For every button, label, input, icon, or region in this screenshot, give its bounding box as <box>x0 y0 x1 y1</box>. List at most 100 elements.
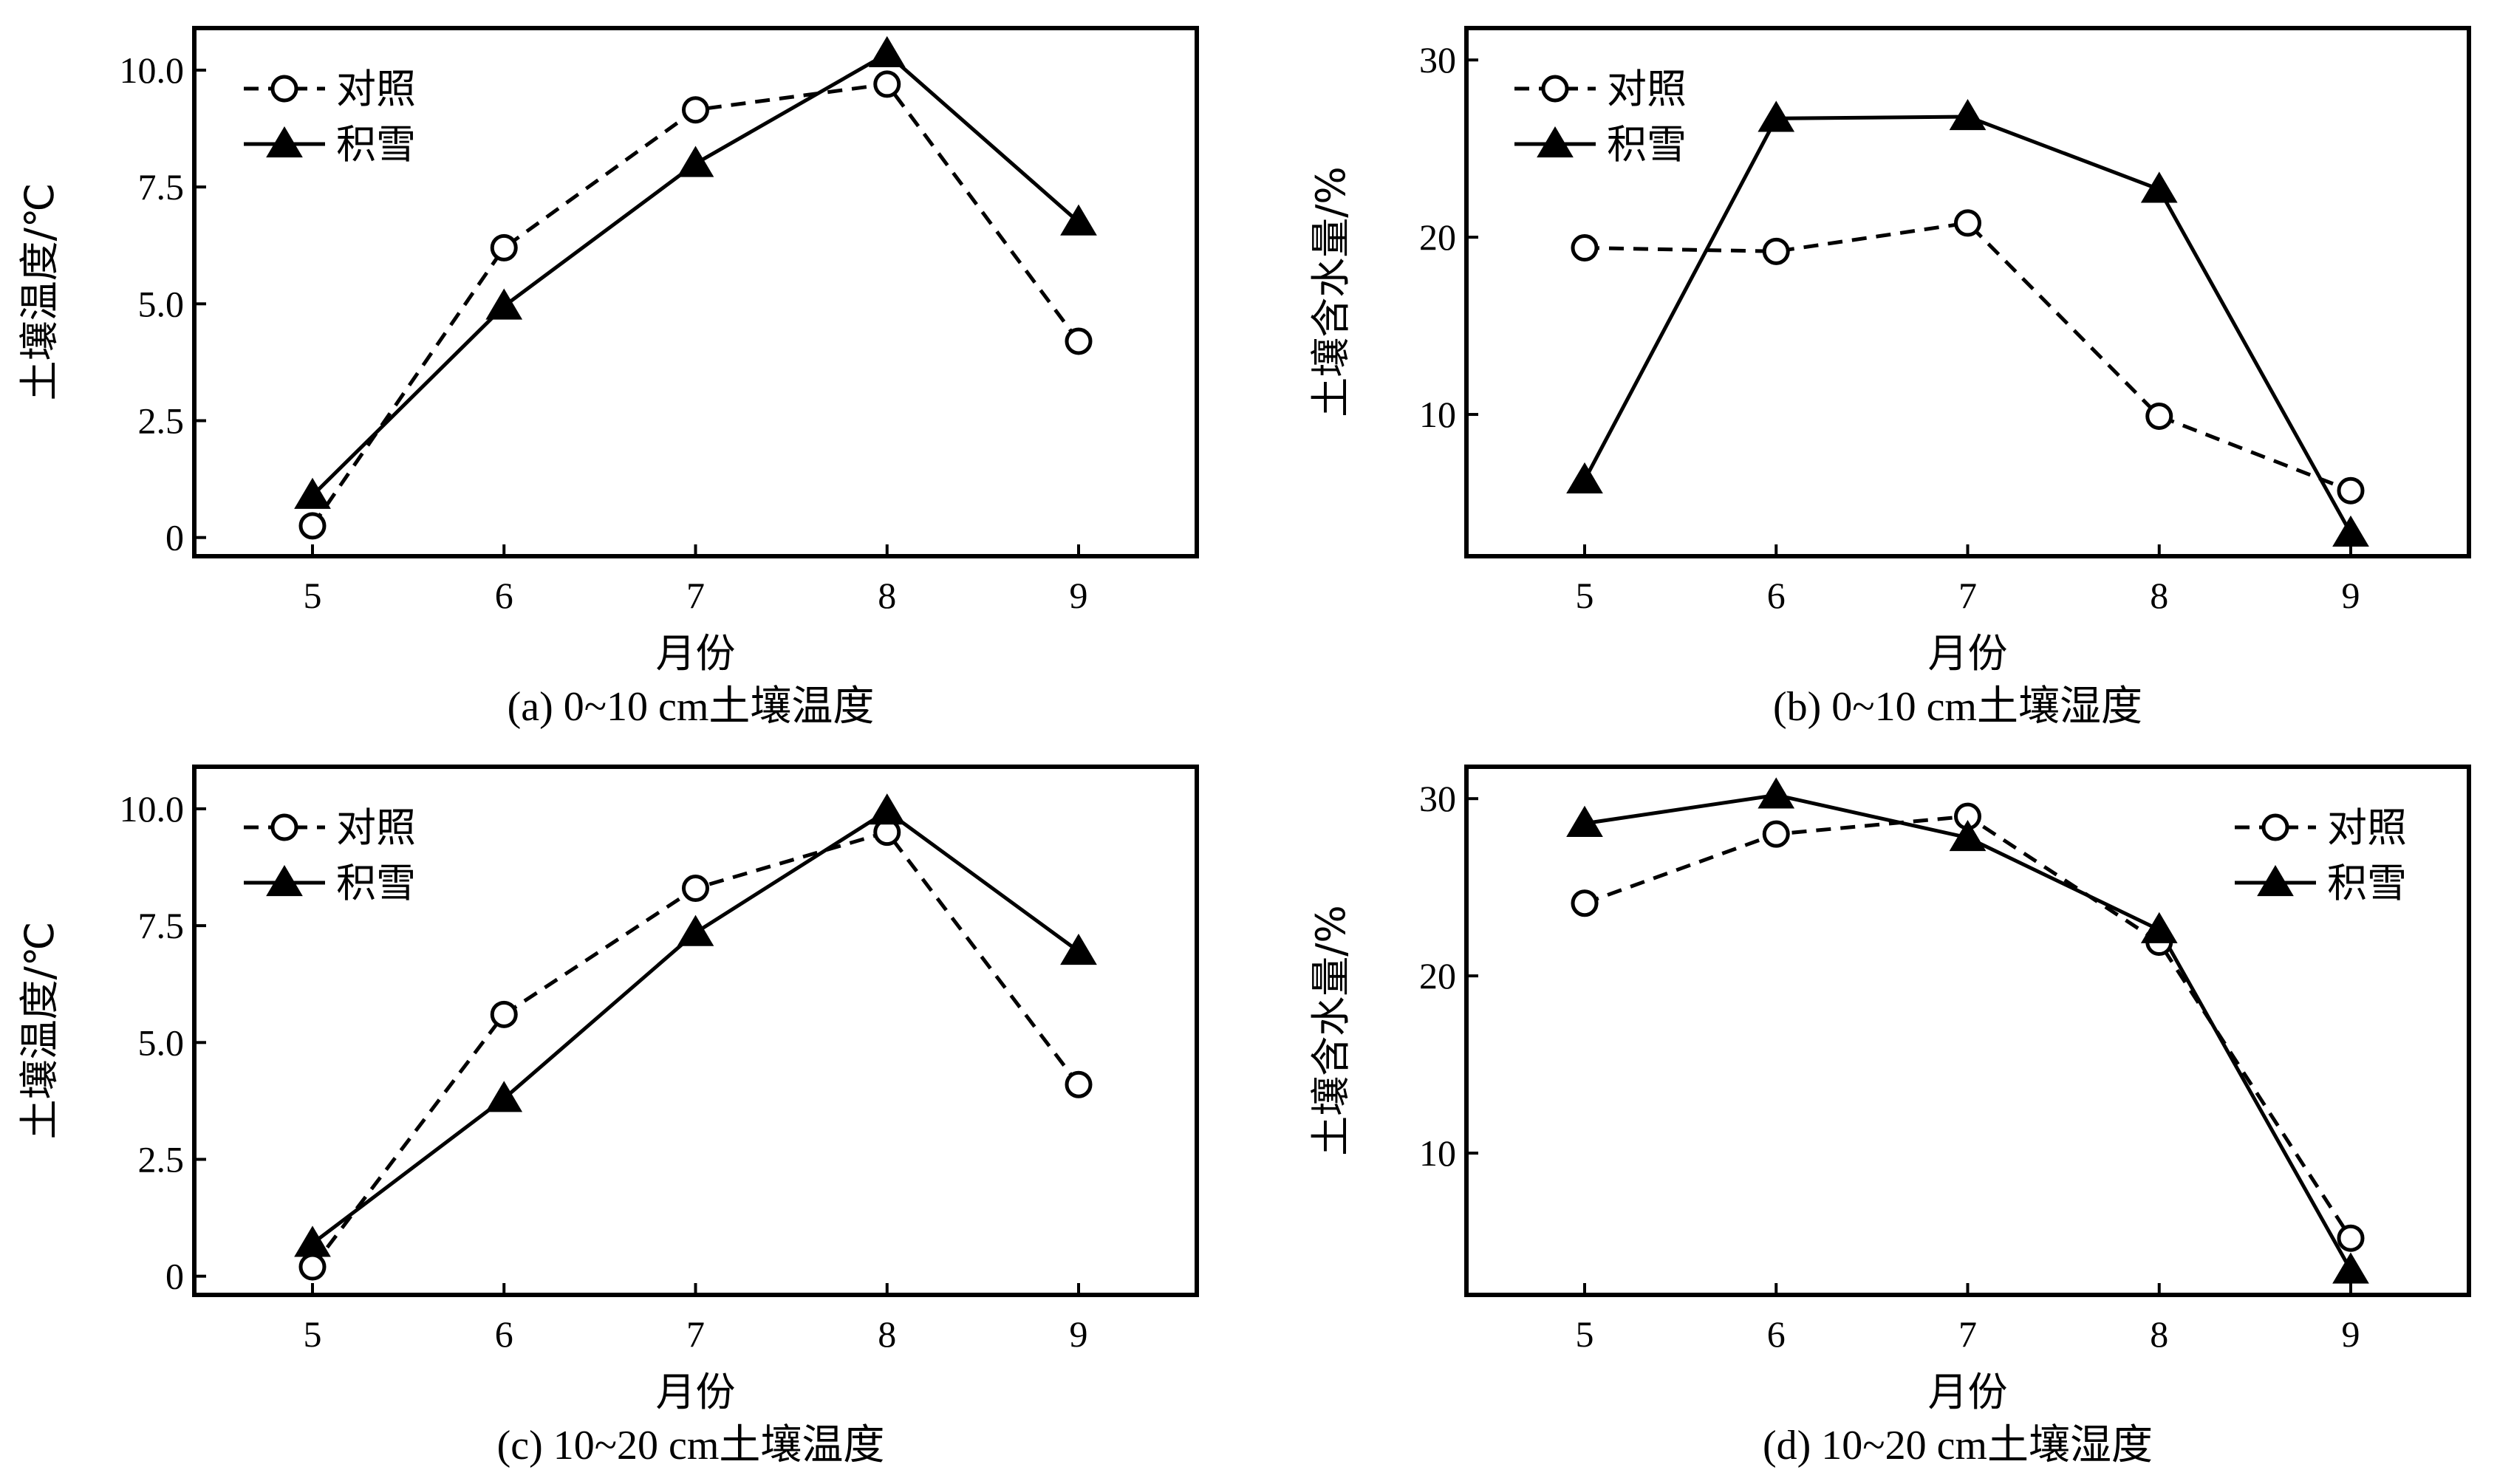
panel-b-series-0-point <box>2337 476 2365 505</box>
panel-a-x-tick-label: 5 <box>304 575 322 616</box>
panel-d-series-1-point <box>2332 1252 2369 1284</box>
panel-d-legend-marker-0 <box>2261 813 2289 841</box>
panel-b-series-1-point <box>2332 515 2369 547</box>
panel-c-x-tick-label: 6 <box>495 1313 513 1355</box>
panel-c-series-0-point <box>298 1253 327 1281</box>
panel-a-series-0-point <box>1065 327 1093 355</box>
panel-c-series-1-point <box>485 1081 523 1112</box>
panel-a-series-0-point <box>298 512 327 540</box>
panel-d-x-tick-label: 5 <box>1576 1313 1594 1355</box>
panel-d-series-1-point <box>1758 777 1795 809</box>
panel-b-y-tick-label: 30 <box>1419 39 1456 81</box>
panel-c-legend-label-0: 对照 <box>336 804 416 851</box>
panel-d-caption: (d) 10~20 cm土壤湿度 <box>1763 1423 2153 1468</box>
panel-a-legend-marker-0 <box>270 75 298 103</box>
panel-c-x-tick-label: 9 <box>1070 1313 1088 1355</box>
panel-d-x-axis-label: 月份 <box>1928 1369 2008 1415</box>
panel-a-x-tick-label: 8 <box>878 575 896 616</box>
panel-b-series-0-point <box>1571 234 1599 262</box>
panel-b-caption: (b) 0~10 cm土壤湿度 <box>1773 684 2142 730</box>
panel-d-series-0-point <box>2337 1224 2365 1252</box>
panel-b-series-1-point <box>1758 100 1795 132</box>
panel-d-x-tick-label: 7 <box>1958 1313 1977 1355</box>
panel-b-x-tick-label: 8 <box>2150 575 2168 616</box>
panel-d-x-tick-label: 8 <box>2150 1313 2168 1355</box>
panel-c-x-tick-label: 5 <box>304 1313 322 1355</box>
panel-b-series-1-point <box>1949 98 1987 131</box>
panel-c-caption: (c) 10~20 cm土壤温度 <box>497 1423 885 1468</box>
panel-a-y-tick-label: 0 <box>165 517 184 558</box>
panel-a-y-tick-label: 2.5 <box>138 400 185 442</box>
panel-b-series-0-point <box>1954 209 1981 237</box>
panel-b-series-0-point <box>2145 402 2173 430</box>
panel-c-legend-marker-0 <box>270 813 298 841</box>
panel-c-series-1-point <box>677 914 714 946</box>
panel-a-caption: (a) 0~10 cm土壤温度 <box>508 684 875 730</box>
panel-b-legend-marker-0 <box>1541 75 1569 103</box>
panel-d-series-1-point <box>1949 820 1987 852</box>
panel-c-y-tick-label: 10.0 <box>120 788 185 830</box>
panel-d-y-tick-label: 10 <box>1419 1132 1456 1174</box>
panel-d-series-0-point <box>1762 820 1790 848</box>
panel-a-series-1-point <box>868 35 906 67</box>
panel-b-series-1-point <box>1566 462 1603 493</box>
panel-d-legend-marker-1 <box>2257 865 2294 897</box>
panel-a-y-tick-label: 10.0 <box>120 49 185 91</box>
panel-c-y-tick-label: 7.5 <box>138 905 185 946</box>
panel-a-y-axis-label: 土壤温度/℃ <box>16 183 63 401</box>
panel-c-series-1-point <box>294 1225 331 1257</box>
panel-c-legend-label-1: 积雪 <box>336 860 416 906</box>
panel-a-legend-label-1: 积雪 <box>336 121 416 168</box>
panel-b-legend-marker-1 <box>1537 126 1574 158</box>
panel-c-series-1-point <box>1060 933 1097 965</box>
panel-a-y-tick-label: 5.0 <box>138 283 185 324</box>
panel-b-legend-label-0: 对照 <box>1607 66 1687 112</box>
panel-c-series-0-point <box>490 1000 518 1028</box>
panel-c-x-tick-label: 7 <box>686 1313 705 1355</box>
panel-d-series-1-line <box>1584 793 2353 1271</box>
panel-a-series-0-point <box>682 96 709 124</box>
panel-a-x-axis-label: 月份 <box>656 630 736 677</box>
panel-b-series-1-point <box>2140 171 2178 203</box>
panel-d-series-0-line <box>1584 814 2353 1239</box>
panel-c-y-tick-label: 2.5 <box>138 1139 185 1180</box>
panel-b-legend-label-1: 积雪 <box>1607 121 1687 168</box>
panel-c-x-axis-label: 月份 <box>656 1369 736 1415</box>
panel-b-x-axis-label: 月份 <box>1928 630 2008 677</box>
panel-c-y-axis-label: 土壤温度/℃ <box>16 922 63 1140</box>
panel-d-y-tick-label: 30 <box>1419 778 1456 819</box>
panel-d-series-1-point <box>1566 805 1603 837</box>
panel-a-series-0-point <box>873 70 901 98</box>
panel-b-y-tick-label: 20 <box>1419 216 1456 258</box>
panel-d-series-0-point <box>1571 889 1599 917</box>
panel-b-series-1-line <box>1582 114 2353 535</box>
panel-a-x-tick-label: 7 <box>686 575 705 616</box>
panel-a-legend-label-0: 对照 <box>336 66 416 112</box>
panel-c-legend-marker-1 <box>266 865 303 897</box>
panel-b-y-tick-label: 10 <box>1419 394 1456 435</box>
panel-b-x-tick-label: 5 <box>1576 575 1594 616</box>
panel-c-series-0-point <box>1065 1070 1093 1098</box>
panel-c-y-tick-label: 0 <box>165 1256 184 1297</box>
panel-b-x-tick-label: 9 <box>2342 575 2360 616</box>
panel-a-x-tick-label: 6 <box>495 575 513 616</box>
panel-a-series-1-point <box>1060 204 1097 236</box>
panel-a-series-0-point <box>490 233 518 261</box>
panel-a-y-tick-label: 7.5 <box>138 166 185 208</box>
panel-b-x-tick-label: 7 <box>1958 575 1977 616</box>
panel-c-x-tick-label: 8 <box>878 1313 896 1355</box>
panel-b-y-axis-label: 土壤含水量/% <box>1308 166 1354 417</box>
panel-b-x-tick-label: 6 <box>1767 575 1786 616</box>
panel-c-y-tick-label: 5.0 <box>138 1022 185 1063</box>
panel-c-series-0-point <box>682 875 709 903</box>
panel-d-y-axis-label: 土壤含水量/% <box>1308 905 1354 1156</box>
